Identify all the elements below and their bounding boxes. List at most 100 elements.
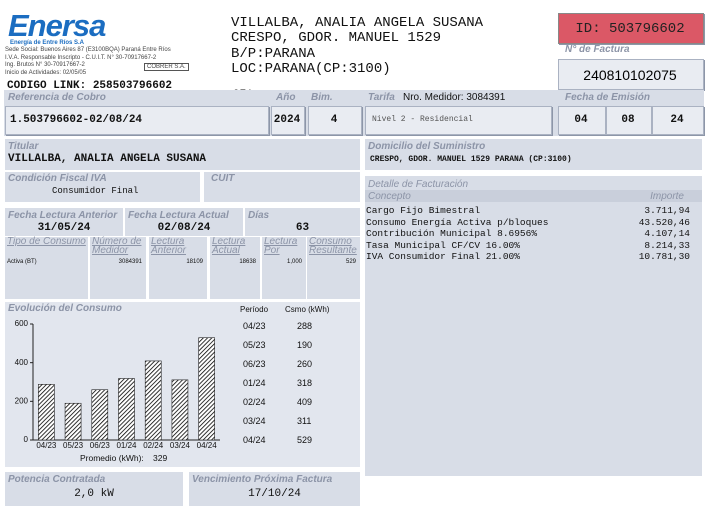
period-value: 190 [297,340,313,350]
period-value: 318 [297,378,313,388]
x-tick-label: 02/24 [143,441,164,450]
company-line: Inicio de Actividades: 02/05/05 [5,69,87,76]
detail-amount: 43.520,46 [638,216,690,228]
invoice-number-label: N° de Factura [565,44,630,55]
fiscal-label: Condición Fiscal IVA [8,173,107,184]
emision-box [558,106,606,135]
logo: Enersa [8,8,106,43]
reading-header: Número de Medidor [92,236,142,256]
titular-panel [5,139,360,170]
cobrer: COBRER S.A. [144,63,189,71]
vencimiento-label: Vencimiento Próxima Factura [192,474,333,485]
concept-label: Concepto [368,191,411,202]
customer-loc: LOC:PARANA(CP:3100) [231,61,391,77]
potencia-panel [5,472,183,506]
period-value: 288 [297,321,313,331]
consumption-chart: 0 200 400 600 04/23 05/23 06/23 01/24 02/24 03/24… [15,319,220,450]
titular: VILLALBA, ANALIA ANGELA SUSANA [8,153,207,165]
amount-label: Importe [650,191,684,202]
reading-value: 3084391 [118,259,142,265]
ref-label: Referencia de Cobro [8,92,106,103]
tarifa-label: Tarifa [368,92,395,103]
cuit-label: CUIT [211,173,235,184]
period-value: 409 [297,397,313,407]
reading-panel [149,237,207,299]
y-tick-label: 400 [15,358,29,367]
x-tick-label: 04/23 [36,441,57,450]
lectura-panel [5,208,123,236]
emision-label: Fecha de Emisión [565,92,651,103]
id-box [558,13,704,44]
lectura-label: Fecha Lectura Actual [128,210,229,221]
x-tick-label: 01/24 [116,441,137,450]
lectura-label: Fecha Lectura Anterior [8,210,118,221]
period: 02/24 [243,397,266,407]
bar [64,402,82,441]
reading-header: Lectura Por [264,236,298,256]
ref-box [5,106,269,135]
vencimiento: 17/10/24 [248,488,301,500]
medidor: Nro. Medidor: 3084391 [403,92,506,103]
reading-panel [262,237,306,299]
domicilio: CRESPO, GDOR. MANUEL 1529 PARANA (CP:310… [370,155,572,164]
detail-concept: Tasa Municipal CF/CV 16.00% [366,239,520,251]
emision-part: 24 [670,114,684,126]
chart-title: Evolución del Consumo [8,303,122,314]
reading-header: Tipo de Consumo [7,236,86,247]
reading-value: 1,000 [286,259,302,265]
detail-amount: 4.107,14 [644,228,690,239]
reading-header: Consumo Resultante [309,236,357,256]
x-tick-label: 03/24 [170,441,191,450]
reading-panel [210,237,260,299]
lectura-value: 31/05/24 [37,222,91,234]
average: 329 [153,453,168,463]
invoice-id: ID: 503796602 [575,21,685,37]
customer-name: VILLALBA, ANALIA ANGELA SUSANA [231,15,484,31]
y-tick-label: 0 [24,435,29,444]
period-value: 529 [297,435,313,445]
titular-label: Titular [8,141,39,152]
reading-value: 18638 [239,259,256,265]
bar [118,378,135,441]
average-label: Promedio (kWh): [80,453,144,463]
vencimiento-panel [189,472,360,506]
detail-amount: 3.711,94 [644,205,690,216]
reading-value: 529 [345,259,356,265]
potencia: 2,0 kW [74,488,114,500]
domicilio-label: Domicilio del Suministro [368,141,486,152]
invoice-number: 240810102075 [583,67,677,83]
detail-concept: IVA Consumidor Final 21.00% [366,251,520,262]
year: 2024 [273,114,301,126]
reading-header: Lectura Actual [212,236,246,256]
bar [144,360,162,441]
invoice-number-box [558,59,704,90]
company-line: Sede Social: Buenos Aires 87 (E3100BQA) … [5,47,171,53]
year-label: Año [276,92,296,103]
period-value: 260 [297,359,313,369]
period: 06/23 [243,359,266,369]
bim-box [308,106,362,135]
emision-box [606,106,652,135]
detail-amount: 10.781,30 [638,251,690,262]
bim: 4 [330,114,338,126]
detail-concept: Contribución Municipal 8.6956% [366,228,538,239]
fiscal-panel [5,172,200,202]
potencia-label: Potencia Contratada [8,474,106,485]
period-label: Período [240,305,269,314]
customer-address: CRESPO, GDOR. MANUEL 1529 [231,30,442,46]
lectura-value: 63 [295,222,310,234]
bar [38,384,55,441]
emision-box [652,106,704,135]
reading-value: Activa (BT) [7,259,37,265]
detail-title: Detalle de Facturación [368,179,469,190]
reading-header: Lectura Anterior [151,236,187,256]
logo-subtitle: Energía de Entre Ríos S.A [10,40,85,46]
tarifa-box [365,106,552,135]
period: 04/24 [243,435,266,445]
bar [198,337,215,441]
detail-concept: Cargo Fijo Bimestral [366,205,481,216]
x-tick-label: 04/24 [197,441,218,450]
lectura-panel [125,208,243,236]
lectura-label: Días [248,210,270,221]
